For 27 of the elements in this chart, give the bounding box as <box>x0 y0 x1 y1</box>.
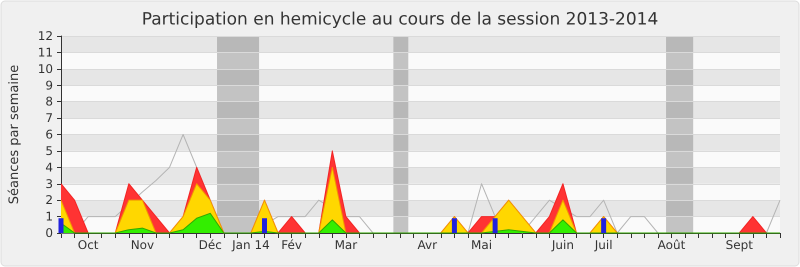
y-tick-label: 12 <box>38 29 53 43</box>
chart-title: Participation en hemicycle au cours de la session 2013-2014 <box>142 10 658 30</box>
x-tick-label: Nov <box>130 238 154 252</box>
y-tick-label: 10 <box>38 62 53 76</box>
x-tick-label: Sept <box>726 238 754 252</box>
y-tick-label: 0 <box>45 226 53 240</box>
x-tick-label: Avr <box>418 238 438 252</box>
y-tick-label: 8 <box>45 94 53 109</box>
x-tick-label: Fév <box>281 238 302 252</box>
y-tick-label: 9 <box>45 78 53 92</box>
x-tick-label: Jan 14 <box>231 238 270 252</box>
x-tick-label: Déc <box>198 238 222 252</box>
y-axis-title: Séances par semaine <box>7 64 22 204</box>
x-tick-label: Août <box>658 238 686 252</box>
x-tick-label: Mar <box>334 238 358 252</box>
y-tick-label: 3 <box>45 176 53 191</box>
y-tick-label: 7 <box>45 111 53 126</box>
x-tick-label: Mai <box>471 238 492 252</box>
y-tick-label: 11 <box>38 45 53 60</box>
y-tick-label: 2 <box>45 193 53 208</box>
y-tick-label: 4 <box>45 160 53 174</box>
x-tick-label: Oct <box>78 238 99 252</box>
x-tick-label: Juil <box>594 238 613 252</box>
y-tick-label: 5 <box>45 144 53 158</box>
y-tick-label: 1 <box>45 210 53 224</box>
x-tick-label: Juin <box>550 238 574 252</box>
y-tick-label: 6 <box>45 128 53 142</box>
